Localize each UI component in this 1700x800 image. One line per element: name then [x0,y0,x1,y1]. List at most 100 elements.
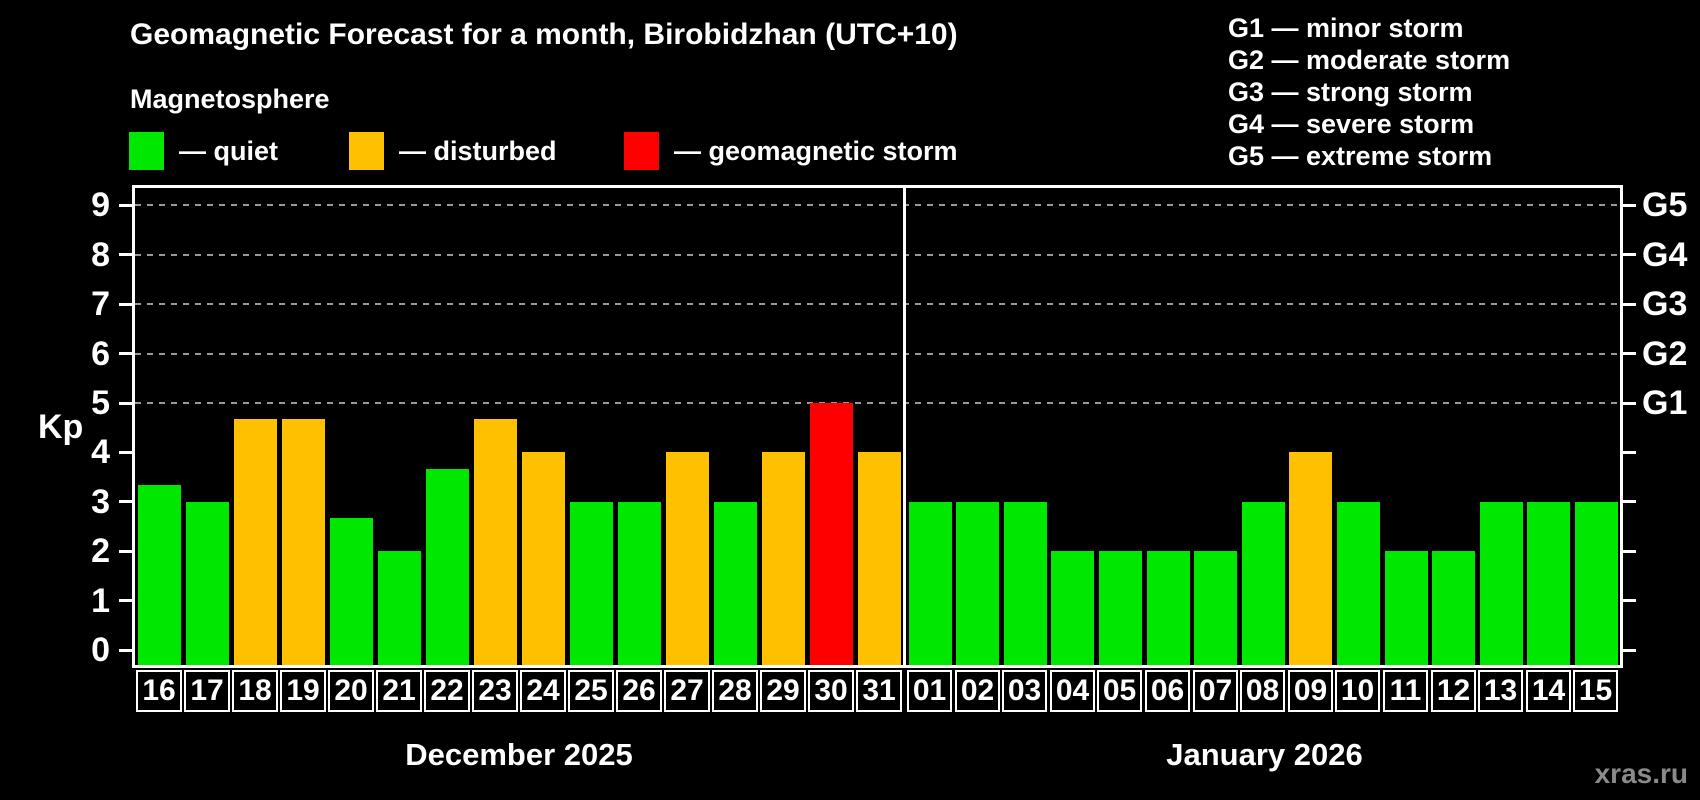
day-label: 16 [136,670,182,712]
y-tick-label: 9 [91,186,110,225]
g-legend-line-g1: G1 — minor storm [1228,13,1464,43]
y-tick-label: 3 [91,482,110,521]
g-legend-line-g4: G4 — severe storm [1228,109,1475,139]
day-label: 10 [1335,670,1380,712]
page-title: Geomagnetic Forecast for a month, Birobi… [130,18,958,51]
kp-bar [762,452,805,665]
day-label: 18 [232,670,278,712]
g-axis-label-g3: G3 [1642,285,1688,324]
kp-bar [570,502,613,665]
day-label: 25 [568,670,614,712]
kp-bar [1480,502,1523,665]
day-label: 03 [1002,670,1047,712]
day-label: 31 [856,670,902,712]
y-tick-label: 7 [91,285,110,324]
kp-bar [666,452,709,665]
y-axis-tick-left [119,549,132,553]
kp-bar [1099,551,1142,665]
kp-bar [1147,551,1190,665]
y-tick-label: 2 [91,532,110,571]
kp-bar [1337,502,1380,665]
y-axis-tick-left [119,302,132,306]
y-axis-tick-left [119,401,132,405]
g-axis-label-g5: G5 [1642,186,1688,225]
day-label: 15 [1573,670,1618,712]
gridline-kp9 [135,204,1620,207]
day-label: 30 [808,670,854,712]
gridline-kp6 [135,352,1620,355]
day-label: 27 [664,670,710,712]
y-axis-tick-left [119,203,132,207]
day-label: 20 [328,670,374,712]
y-axis-tick-right [1623,549,1636,553]
day-label: 05 [1097,670,1142,712]
y-axis-title: Kp [38,408,84,446]
kp-bar [474,419,517,665]
y-axis-tick-right [1623,648,1636,652]
g-legend-line-g5: G5 — extreme storm [1228,141,1493,171]
kp-bar [330,518,373,665]
day-label: 19 [280,670,326,712]
y-tick-label: 5 [91,384,110,422]
legend-item-storm: — geomagnetic storm [624,130,958,172]
day-label: 26 [616,670,662,712]
y-axis-tick-right [1623,401,1636,405]
y-axis-tick-left [119,500,132,504]
kp-bar [186,502,229,665]
kp-bar [522,452,565,665]
kp-bar [138,485,181,665]
y-axis-tick-left [119,450,132,454]
kp-bar [810,403,853,665]
kp-bar [234,419,277,665]
watermark: xras.ru [1594,758,1688,789]
g-axis-label-g1: G1 [1642,384,1688,422]
g-legend-line-g2: G2 — moderate storm [1228,45,1511,75]
kp-bar [1575,502,1618,665]
kp-bar [1289,452,1332,665]
kp-bar [1527,502,1570,665]
day-label: 09 [1288,670,1333,712]
kp-bar [426,469,469,665]
y-tick-label: 0 [91,631,110,669]
month-separator [903,188,906,665]
kp-bar [858,452,901,665]
day-label: 21 [376,670,422,712]
g-axis-label-g2: G2 [1642,334,1688,373]
legend-item-disturbed: — disturbed [349,130,557,172]
g-legend-line-g3: G3 — strong storm [1228,77,1473,107]
plot-area [132,185,1623,668]
gridline-kp7 [135,303,1620,306]
legend-label-storm: — geomagnetic storm [674,135,958,166]
day-label: 24 [520,670,566,712]
day-label: 02 [955,670,1000,712]
month-label-january: January 2026 [1166,737,1363,772]
day-label: 28 [712,670,758,712]
y-axis-tick-left [119,599,132,603]
g-scale-legend: G1 — minor storm G2 — moderate storm G3 … [1228,12,1510,172]
kp-bar [1242,502,1285,665]
magnetosphere-subtitle: Magnetosphere [130,84,330,114]
day-label: 14 [1526,670,1571,712]
kp-bar [956,502,999,665]
y-axis-tick-left [119,253,132,257]
kp-bar [1432,551,1475,665]
y-axis-tick-right [1623,203,1636,207]
legend-item-quiet: — quiet [129,130,278,172]
day-label: 29 [760,670,806,712]
y-axis-tick-right [1623,352,1636,356]
day-label: 12 [1431,670,1476,712]
y-tick-label: 4 [91,433,110,472]
kp-bar [1004,502,1047,665]
month-label-december: December 2025 [405,737,633,772]
y-axis-tick-right [1623,450,1636,454]
gridline-kp5 [135,402,1620,404]
day-label: 23 [472,670,518,712]
day-label: 17 [184,670,230,712]
storm-color-swatch [624,132,659,170]
g-axis-label-g4: G4 [1642,235,1688,274]
y-tick-label: 1 [91,581,110,620]
y-axis-tick-right [1623,599,1636,603]
y-tick-label: 6 [91,334,110,373]
kp-bar [1051,551,1094,665]
